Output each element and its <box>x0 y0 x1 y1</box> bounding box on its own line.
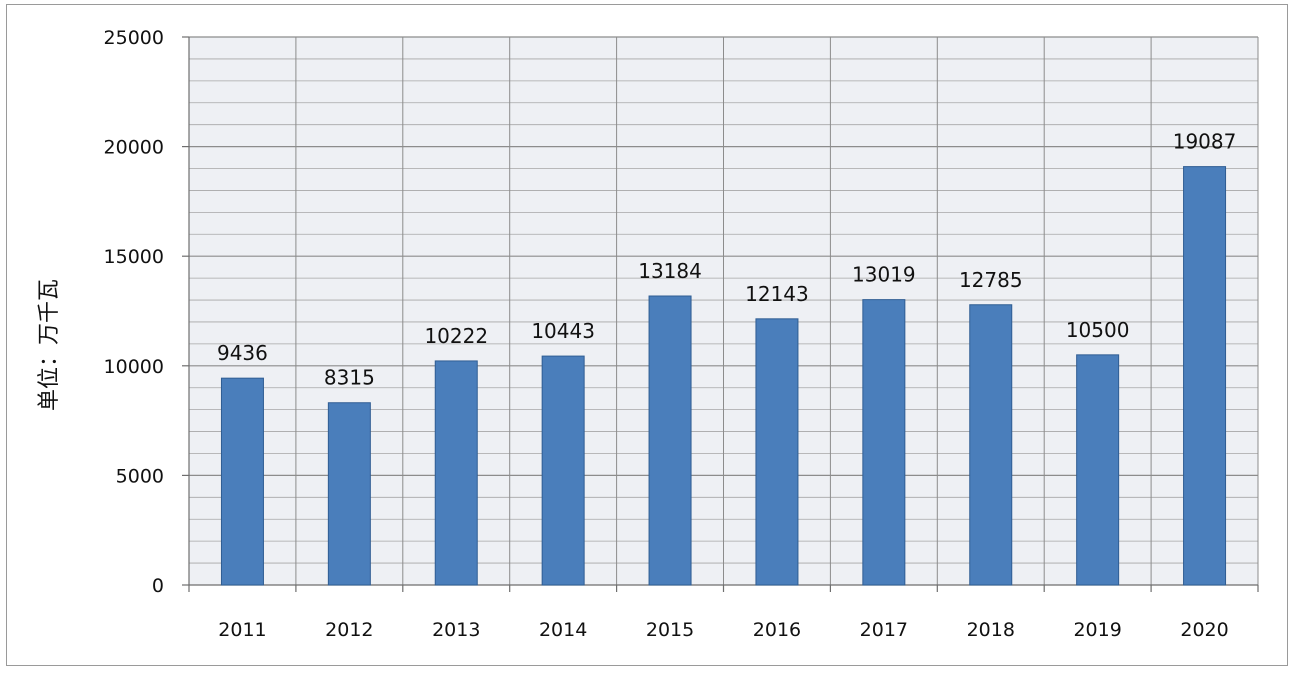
bar <box>434 360 478 586</box>
data-label: 12143 <box>745 282 809 306</box>
bar <box>862 299 906 586</box>
y-tick-label: 0 <box>152 575 164 597</box>
x-tick-label: 2015 <box>646 619 694 641</box>
bar <box>969 304 1013 586</box>
data-label: 10443 <box>531 319 595 343</box>
y-tick-label: 5000 <box>116 465 164 487</box>
data-label: 13019 <box>852 263 916 287</box>
x-tick-label: 2014 <box>539 619 587 641</box>
data-labels: 9436 8315 10222 10443 13184 12143 13019 12785 10… <box>217 130 1236 390</box>
x-tick-label: 2013 <box>432 619 480 641</box>
x-tick-label: 2016 <box>753 619 801 641</box>
bar <box>1183 166 1227 586</box>
x-tick-label: 2020 <box>1180 619 1228 641</box>
x-tick-labels: 2011 2012 2013 2014 2015 2016 2017 2018 2019 2020 <box>218 619 1228 641</box>
y-tick-labels: 0 5000 10000 15000 20000 25000 <box>104 27 164 597</box>
x-tick-label: 2012 <box>325 619 373 641</box>
data-label: 9436 <box>217 341 268 365</box>
bar <box>755 318 799 586</box>
y-tick-label: 15000 <box>104 246 164 268</box>
data-label: 19087 <box>1173 130 1237 154</box>
y-tick-label: 25000 <box>104 27 164 49</box>
data-label: 8315 <box>324 366 375 390</box>
bar <box>1076 354 1120 586</box>
bar <box>541 355 585 586</box>
bar <box>648 295 692 586</box>
data-label: 10500 <box>1066 318 1130 342</box>
x-tick-label: 2017 <box>860 619 908 641</box>
x-tick-label: 2019 <box>1073 619 1121 641</box>
y-tick-label: 10000 <box>104 356 164 378</box>
data-label: 13184 <box>638 259 702 283</box>
bar <box>220 377 264 586</box>
x-tick-label: 2011 <box>218 619 266 641</box>
bar <box>327 402 371 586</box>
x-tick-label: 2018 <box>967 619 1015 641</box>
data-label: 10222 <box>424 324 488 348</box>
y-tick-label: 20000 <box>104 137 164 159</box>
data-label: 12785 <box>959 268 1023 292</box>
bars <box>220 166 1227 586</box>
y-axis-label: 单位：万千瓦 <box>37 279 62 411</box>
